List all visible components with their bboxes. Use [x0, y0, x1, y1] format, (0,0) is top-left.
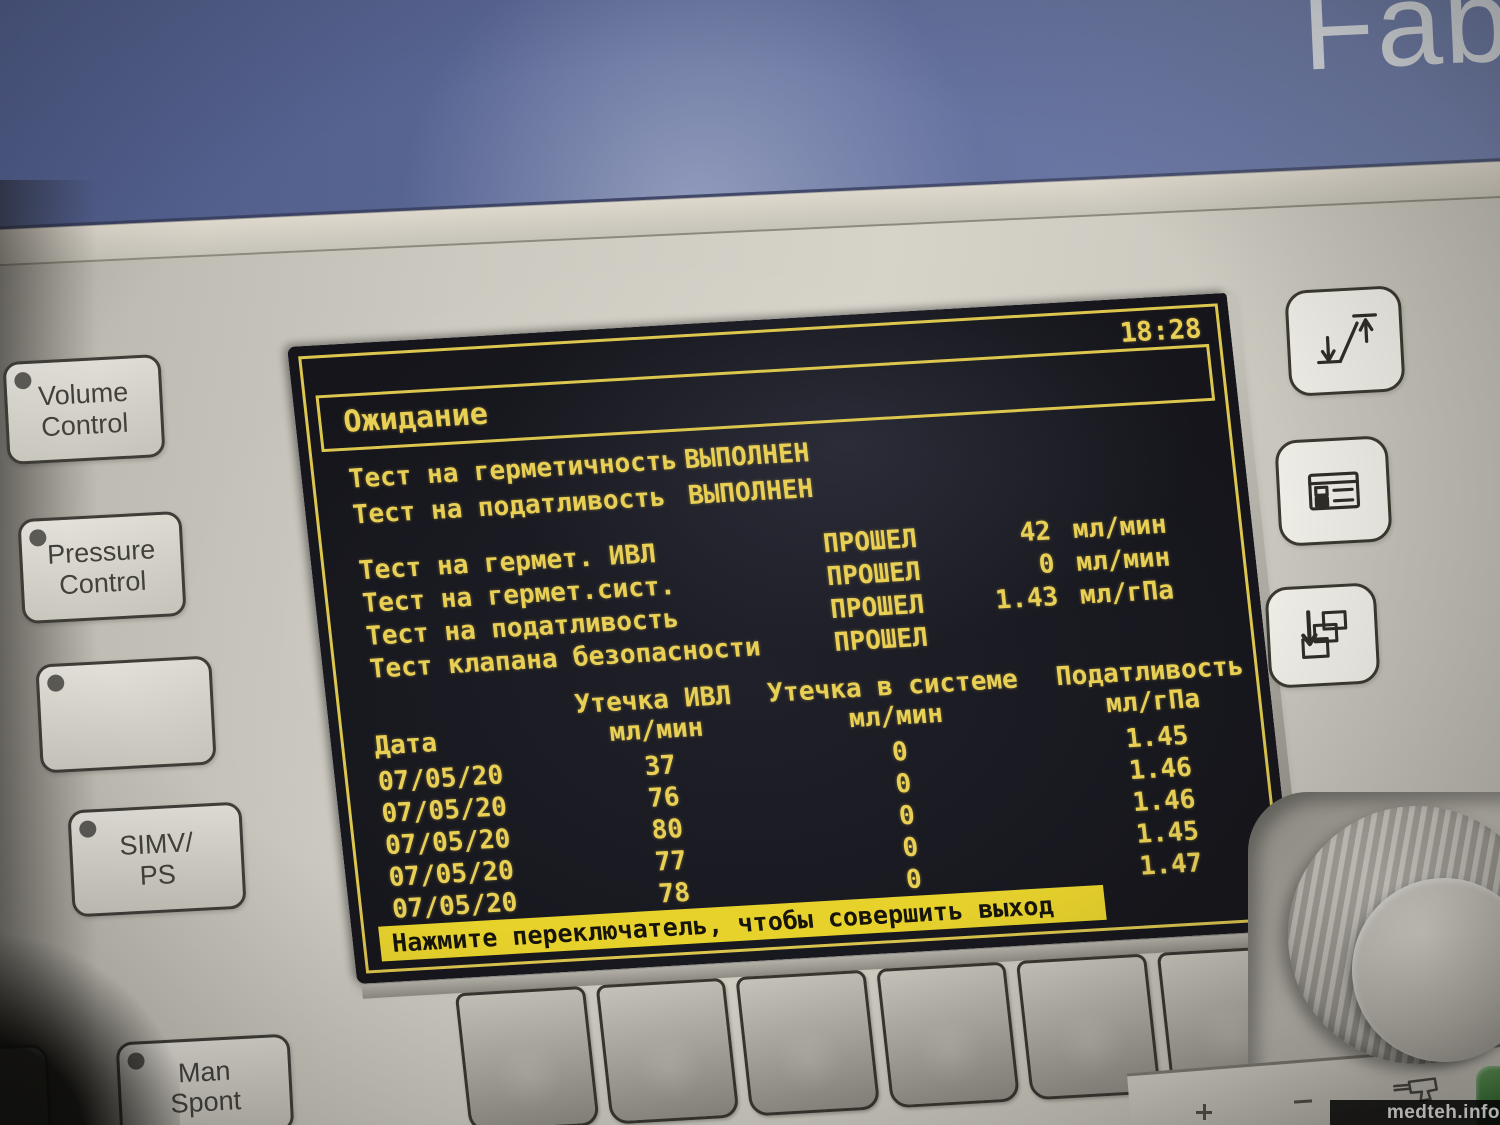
blank-mode-button[interactable] [35, 655, 217, 774]
test-unit: мл/мин [1071, 509, 1169, 546]
page-stack-icon [1300, 609, 1347, 659]
plus-mark [1196, 1104, 1212, 1120]
column-header-leak-system: Утечка в системе мл/мин [765, 664, 1020, 735]
rotary-knob-cap [1352, 878, 1500, 1062]
softkey-4[interactable] [875, 961, 1021, 1109]
led-indicator [78, 820, 97, 839]
test-value [984, 615, 1064, 652]
column-header-leak-vent: Утечка ИВЛ мл/мин [573, 681, 733, 749]
softkey-2[interactable] [595, 977, 740, 1125]
volume-control-button[interactable]: Volume Control [2, 353, 166, 466]
display-assembly: 18:28 Ожидание Тест на герметичность ВЫП… [287, 292, 1301, 1125]
softkey-1[interactable] [454, 985, 600, 1125]
test-unit: мл/мин [1074, 542, 1172, 578]
display-screen: 18:28 Ожидание Тест на герметичность ВЫП… [287, 292, 1297, 985]
lcd-content: 18:28 Ожидание Тест на герметичность ВЫП… [298, 303, 1286, 974]
screen-setup-button[interactable] [1274, 435, 1393, 547]
button-label: Pressure Control [46, 534, 156, 600]
rotary-knob[interactable] [1288, 806, 1500, 1064]
led-indicator [28, 528, 47, 547]
led-indicator [46, 674, 65, 693]
column-header-compliance: Податливость мл/гПа [1054, 651, 1246, 720]
test-value: 1.43 [993, 582, 1060, 616]
test-status: ВЫПОЛНЕН [686, 474, 815, 512]
brand-logo: Fab [1299, 0, 1500, 96]
led-indicator [13, 371, 32, 390]
screen-setup-icon [1307, 471, 1360, 511]
column-header-date: Дата [372, 728, 439, 762]
simv-ps-button[interactable]: SIMV/ PS [67, 801, 247, 918]
corner-shadow [0, 925, 180, 1125]
button-label: Volume Control [37, 376, 130, 442]
test-unit [1082, 614, 1086, 647]
button-label: SIMV/ PS [118, 827, 194, 891]
ramp-updown-icon [1317, 313, 1377, 365]
test-value: 0 [1037, 549, 1057, 581]
ramp-updown-button[interactable] [1284, 285, 1406, 397]
watermark: medteh.info [1330, 1100, 1500, 1125]
test-value: 42 [1017, 516, 1053, 549]
test-unit: мл/гПа [1078, 575, 1176, 611]
pressure-control-button[interactable]: Pressure Control [17, 510, 187, 625]
page-stack-button[interactable] [1264, 582, 1381, 689]
softkey-3[interactable] [735, 969, 881, 1117]
tool-symbol-icon [1389, 1074, 1450, 1114]
selftest-history-table: Дата Утечка ИВЛ мл/мин Утечка в системе … [369, 651, 1277, 927]
